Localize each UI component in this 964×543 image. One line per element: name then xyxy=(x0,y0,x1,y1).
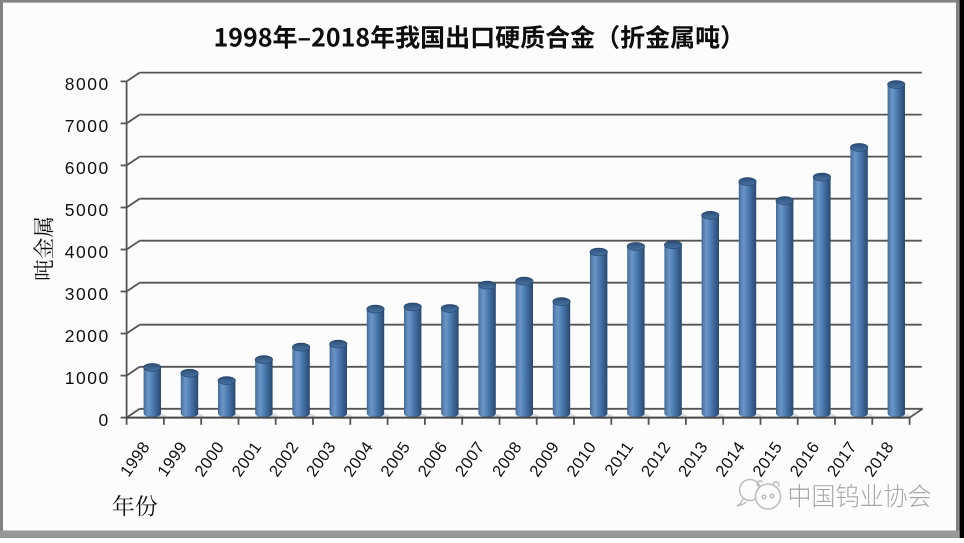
svg-text:0: 0 xyxy=(98,410,109,430)
svg-text:7000: 7000 xyxy=(65,116,110,136)
svg-text:2000: 2000 xyxy=(65,326,110,346)
svg-text:3000: 3000 xyxy=(65,284,110,304)
svg-text:5000: 5000 xyxy=(65,200,110,220)
svg-text:1000: 1000 xyxy=(65,368,110,388)
svg-text:6000: 6000 xyxy=(65,158,110,178)
svg-text:4000: 4000 xyxy=(65,242,110,262)
svg-text:8000: 8000 xyxy=(65,74,110,94)
